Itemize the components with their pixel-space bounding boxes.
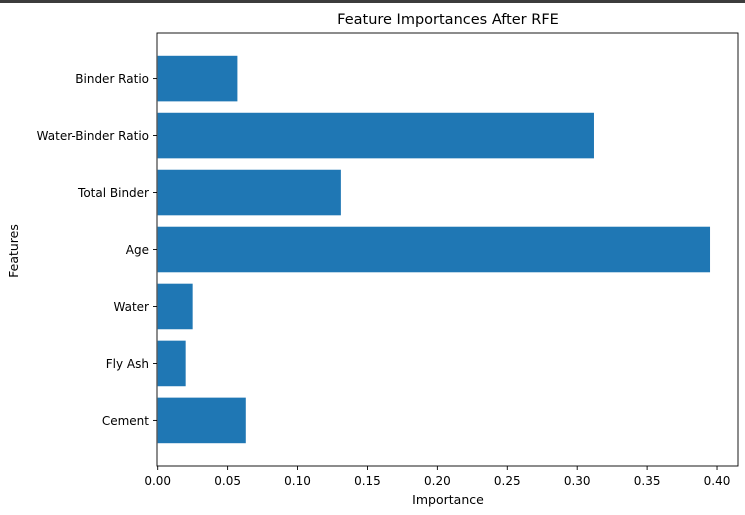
- y-tick-label: Water: [114, 300, 150, 314]
- x-tick-label: 0.30: [564, 474, 591, 488]
- y-axis-label: Features: [6, 224, 21, 278]
- x-tick-label: 0.00: [144, 474, 171, 488]
- x-axis-label: Importance: [412, 492, 484, 507]
- y-tick-label: Binder Ratio: [75, 72, 149, 86]
- top-border-strip: [0, 0, 745, 3]
- x-tick-label: 0.25: [494, 474, 521, 488]
- y-tick-label: Cement: [102, 414, 149, 428]
- x-tick-label: 0.20: [424, 474, 451, 488]
- x-tick-label: 0.35: [634, 474, 661, 488]
- y-tick-label: Total Binder: [77, 186, 149, 200]
- bar-total-binder: [157, 169, 341, 216]
- plot-frame: [156, 32, 739, 467]
- y-tick-label: Fly Ash: [106, 357, 149, 371]
- y-tick-label: Age: [126, 243, 149, 257]
- bar-fly-ash: [157, 340, 186, 387]
- bar-water-binder-ratio: [157, 112, 594, 159]
- bar-binder-ratio: [157, 55, 238, 102]
- x-tick-label: 0.05: [214, 474, 241, 488]
- x-tick-label: 0.10: [284, 474, 311, 488]
- y-ticks-group: Cement Fly Ash Water Age Total Binder Water-B…: [37, 72, 157, 428]
- bar-water: [157, 283, 193, 330]
- y-tick-label: Water-Binder Ratio: [37, 129, 149, 143]
- x-tick-label: 0.40: [704, 474, 731, 488]
- bar-age: [157, 226, 711, 273]
- chart-title: Feature Importances After RFE: [337, 12, 559, 28]
- bars-group: [157, 55, 711, 444]
- bar-cement: [157, 397, 246, 444]
- x-tick-label: 0.15: [354, 474, 381, 488]
- x-ticks-group: 0.00 0.05 0.10 0.15 0.20 0.25 0.30 0.35 0.40: [144, 466, 730, 488]
